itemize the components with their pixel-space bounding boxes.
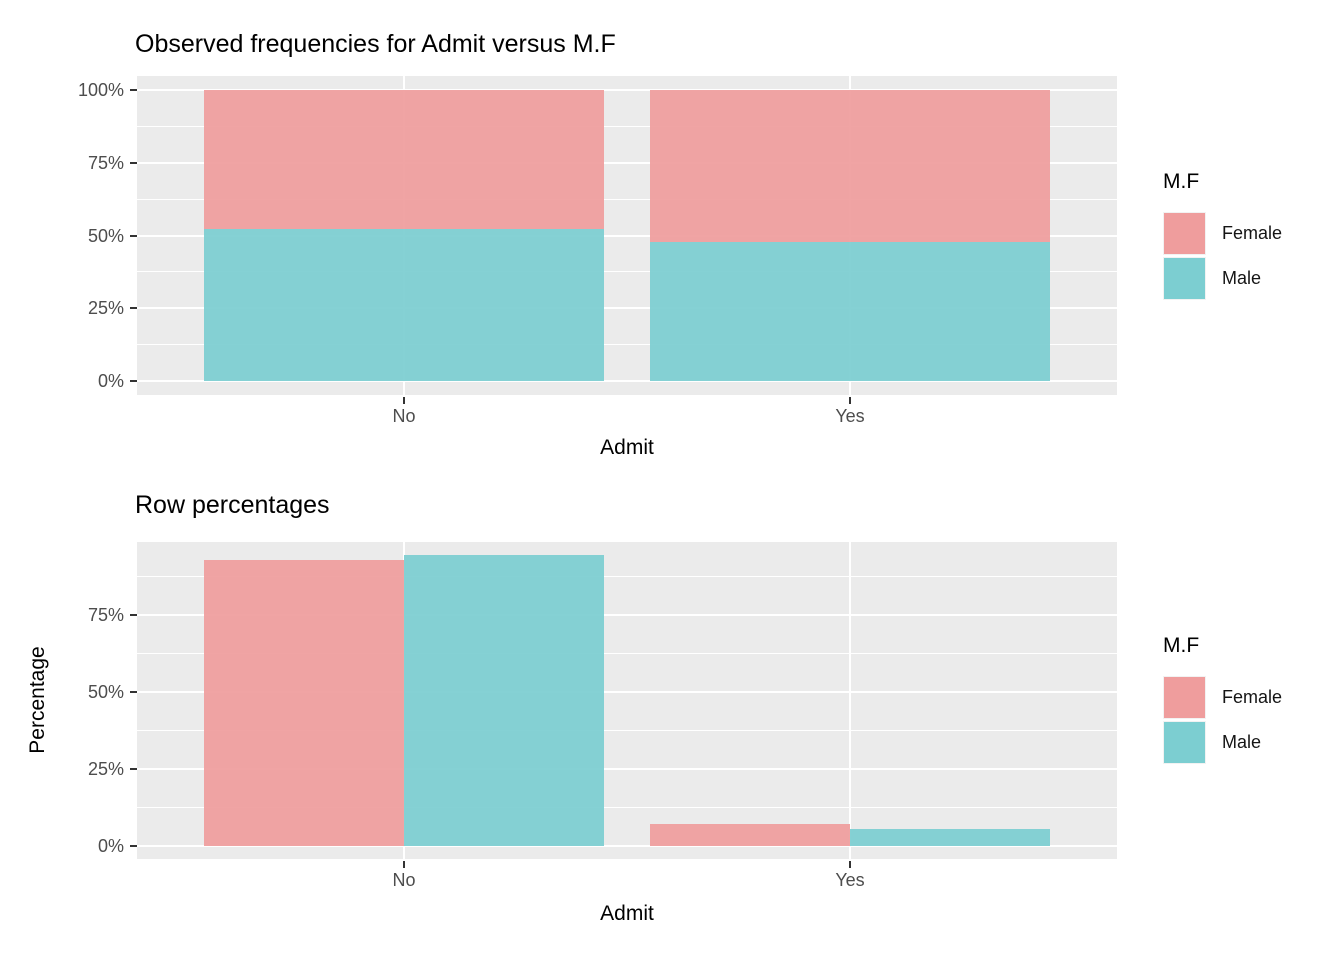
- major-gridline: [137, 161, 1117, 164]
- minor-gridline: [137, 198, 1117, 200]
- x-tick-mark: [849, 397, 851, 404]
- x-tick-mark: [849, 861, 851, 868]
- y-tick-mark: [130, 614, 137, 616]
- x-tick-mark: [403, 861, 405, 868]
- y-tick-label: 50%: [87, 225, 124, 246]
- legend-item-female: Female: [1163, 676, 1333, 719]
- y-tick-label: 25%: [87, 298, 124, 319]
- y-tick-mark: [130, 161, 137, 164]
- minor-gridline: [137, 653, 1117, 654]
- bar-no-male: [404, 554, 604, 846]
- y-axis-title: Percentage: [26, 646, 49, 754]
- y-tick-mark: [130, 380, 137, 382]
- legend-title: M.F: [1163, 170, 1200, 193]
- bar-yes-male: [850, 829, 1050, 846]
- female-swatch-fill: [1164, 213, 1205, 254]
- y-tick-mark: [130, 89, 137, 91]
- y-tick-mark: [130, 307, 137, 310]
- female-swatch: [1163, 212, 1206, 255]
- y-tick-label: 100%: [77, 80, 124, 100]
- bar-no-female: [204, 90, 604, 229]
- legend-item-female: Female: [1163, 212, 1333, 255]
- legend: M.F Female Male: [1163, 170, 1333, 302]
- plot-title: Observed frequencies for Admit versus M.…: [135, 30, 616, 58]
- major-gridline: [137, 845, 1117, 847]
- bar-no-male: [204, 228, 604, 381]
- minor-gridline: [137, 344, 1117, 346]
- male-swatch-fill: [1164, 258, 1205, 299]
- x-axis-title: Admit: [600, 902, 654, 925]
- x-tick-label: No: [392, 406, 416, 426]
- legend-item-male: Male: [1163, 257, 1333, 300]
- minor-gridline: [137, 576, 1117, 577]
- major-gridline-vertical: [849, 542, 851, 859]
- male-swatch: [1163, 721, 1206, 764]
- y-tick-label: 0%: [97, 836, 124, 856]
- minor-gridline: [137, 271, 1117, 273]
- y-tick-mark: [130, 845, 137, 847]
- plot-panel: [137, 76, 1117, 395]
- bar-yes-female: [650, 90, 1050, 242]
- legend-label-female: Female: [1222, 687, 1283, 707]
- x-tick-label: Yes: [835, 870, 865, 890]
- minor-gridline: [137, 730, 1117, 731]
- major-gridline: [137, 614, 1117, 616]
- female-swatch: [1163, 676, 1206, 719]
- female-swatch-fill: [1164, 677, 1205, 718]
- x-tick-label: Yes: [835, 406, 865, 426]
- minor-gridline: [137, 807, 1117, 808]
- plot-panel: [137, 542, 1117, 859]
- y-tick-label: 50%: [87, 682, 124, 702]
- y-tick-label: 25%: [87, 759, 124, 779]
- major-gridline: [137, 768, 1117, 770]
- major-gridline: [137, 89, 1117, 91]
- plot-title: Row percentages: [135, 491, 330, 519]
- legend-title: M.F: [1163, 634, 1200, 657]
- legend-item-male: Male: [1163, 721, 1333, 764]
- minor-gridline: [137, 125, 1117, 127]
- major-gridline: [137, 691, 1117, 693]
- male-swatch-fill: [1164, 722, 1205, 763]
- y-tick-label: 0%: [97, 371, 124, 391]
- legend-label-male: Male: [1222, 732, 1262, 752]
- y-tick-mark: [130, 691, 137, 693]
- bar-no-female: [204, 559, 404, 846]
- legend-label-male: Male: [1222, 268, 1262, 288]
- y-tick-label: 75%: [87, 152, 124, 173]
- y-tick-label: 75%: [87, 605, 124, 625]
- major-gridline: [137, 234, 1117, 237]
- bar-yes-male: [650, 241, 1050, 381]
- legend: M.F Female Male: [1163, 634, 1333, 766]
- y-tick-mark: [130, 768, 137, 770]
- legend-label-female: Female: [1222, 223, 1283, 243]
- x-tick-mark: [403, 397, 405, 404]
- y-tick-mark: [130, 234, 137, 237]
- bar-yes-female: [650, 824, 850, 846]
- major-gridline: [137, 380, 1117, 382]
- major-gridline: [137, 307, 1117, 310]
- x-tick-label: No: [392, 870, 416, 890]
- male-swatch: [1163, 257, 1206, 300]
- x-axis-title: Admit: [600, 436, 654, 459]
